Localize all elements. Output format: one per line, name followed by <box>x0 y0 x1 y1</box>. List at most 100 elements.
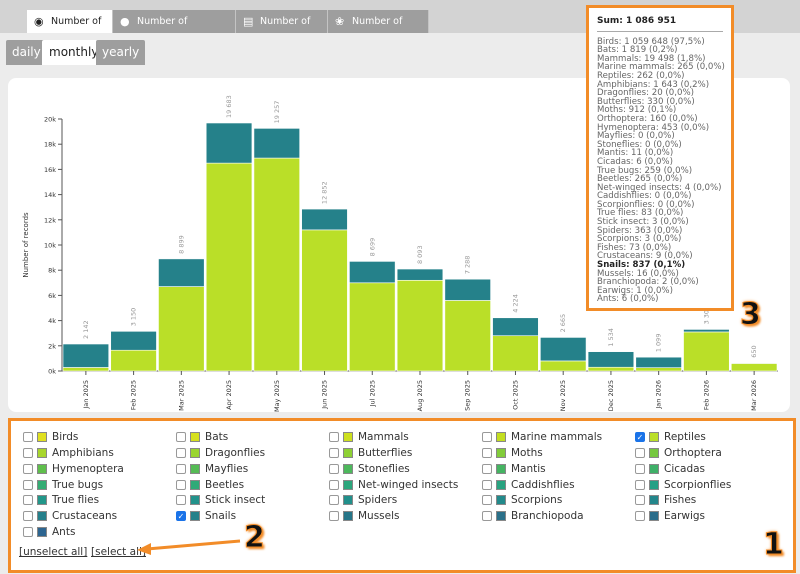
bar-snails <box>540 337 587 362</box>
bar-snails <box>205 122 253 164</box>
bar-reptiles <box>683 331 730 372</box>
legend-swatch <box>37 464 47 474</box>
tab-number-of-species[interactable]: ❀Number of species <box>328 10 429 50</box>
legend-label: Cicadas <box>664 463 706 475</box>
tooltip-item: Cicadas: 6 (0,0%) <box>597 156 673 167</box>
legend-swatch <box>649 480 659 490</box>
legend-checkbox[interactable] <box>329 511 339 521</box>
legend-swatch <box>496 432 506 442</box>
legend-checkbox[interactable] <box>482 464 492 474</box>
legend-checkbox[interactable] <box>23 448 33 458</box>
legend-label: Amphibians <box>52 447 114 459</box>
bar-snails <box>253 128 300 159</box>
legend-checkbox[interactable]: ✓ <box>635 432 645 442</box>
x-tick-label: Oct 2025 <box>511 380 519 410</box>
legend-checkbox[interactable] <box>482 448 492 458</box>
legend-checkbox[interactable] <box>482 480 492 490</box>
legend-checkbox[interactable] <box>176 448 186 458</box>
legend-label: Bats <box>205 431 229 443</box>
legend-checkbox[interactable] <box>329 495 339 505</box>
y-tick-label: 20k <box>44 116 56 124</box>
bar-reptiles <box>492 335 539 372</box>
legend-checkbox[interactable] <box>329 432 339 442</box>
annotation-1: 1 <box>763 527 785 562</box>
legend-label: Stoneflies <box>358 463 410 475</box>
bar-reptiles <box>205 162 253 372</box>
legend-checkbox[interactable] <box>635 448 645 458</box>
legend-label: Reptiles <box>664 431 706 443</box>
legend-checkbox[interactable]: ✓ <box>176 511 186 521</box>
tooltip-item: Net-winged insects: 4 (0,0%) <box>597 182 722 193</box>
legend-checkbox[interactable] <box>176 464 186 474</box>
legend-checkbox[interactable] <box>176 432 186 442</box>
legend-swatch <box>649 464 659 474</box>
legend-checkbox[interactable] <box>482 432 492 442</box>
legend-label: Mantis <box>511 463 546 475</box>
legend-checkbox[interactable] <box>23 511 33 521</box>
tab-number-of-records[interactable]: ◉Number of records <box>27 10 113 50</box>
bar-total-label: 19 683 <box>225 95 233 118</box>
tab-number-of-contributors[interactable]: ●Number of contributors <box>113 10 236 50</box>
legend-checkbox[interactable] <box>635 495 645 505</box>
legend-checkbox[interactable] <box>482 495 492 505</box>
legend-checkbox[interactable] <box>23 495 33 505</box>
legend-label: Moths <box>511 447 543 459</box>
legend-checkbox[interactable] <box>329 464 339 474</box>
legend-label: Caddishflies <box>511 479 575 491</box>
legend-checkbox[interactable] <box>23 527 33 537</box>
period-yearly[interactable]: yearly <box>96 40 146 65</box>
legend-checkbox[interactable] <box>329 480 339 490</box>
y-tick-label: 6k <box>48 292 56 300</box>
legend-swatch <box>190 511 200 521</box>
user-icon: ● <box>120 15 130 28</box>
select-all-link[interactable]: [select all] <box>91 546 146 558</box>
bar-total-label: 2 665 <box>559 314 567 333</box>
tooltip-sum: Sum: 1 086 951 <box>597 16 723 32</box>
legend-checkbox[interactable] <box>635 480 645 490</box>
bar-reptiles <box>301 229 348 372</box>
legend-checkbox[interactable] <box>23 432 33 442</box>
period-monthly[interactable]: monthly <box>42 40 106 65</box>
x-tick-label: Nov 2025 <box>559 380 567 411</box>
x-tick-label: May 2025 <box>273 380 281 412</box>
bar-total-label: 8 093 <box>416 245 424 264</box>
legend-swatch <box>343 511 353 521</box>
legend-label: Branchiopoda <box>511 510 584 522</box>
tooltip-item: Orthoptera: 160 (0,0%) <box>597 113 698 124</box>
legend-checkbox[interactable] <box>176 495 186 505</box>
bar-snails <box>301 208 348 231</box>
legend-checkbox[interactable] <box>23 464 33 474</box>
legend-label: Earwigs <box>664 510 706 522</box>
bar-total-label: 1 099 <box>655 334 663 353</box>
legend-checkbox[interactable] <box>635 464 645 474</box>
legend-checkbox[interactable] <box>635 511 645 521</box>
legend-checkbox[interactable] <box>23 480 33 490</box>
bar-total-label: 4 224 <box>511 294 519 313</box>
x-tick-label: Jun 2025 <box>321 380 329 410</box>
legend-swatch <box>190 495 200 505</box>
x-tick-label: Feb 2025 <box>130 380 138 410</box>
tooltip-item: Earwigs: 1 (0,0%) <box>597 285 673 296</box>
legend-swatch <box>343 464 353 474</box>
bar-reptiles <box>110 349 157 372</box>
legend-checkbox[interactable] <box>329 448 339 458</box>
tooltip-item: Fishes: 73 (0,0%) <box>597 242 672 253</box>
legend-label: Spiders <box>358 494 398 506</box>
tooltip-item: Spiders: 363 (0,0%) <box>597 225 683 236</box>
tooltip-item: Mussels: 16 (0,0%) <box>597 268 679 279</box>
legend-swatch <box>190 480 200 490</box>
records-bar-chart: 0k 2k 4k 6k 8k 10k 12k 14k 16k 18k 20k Number of re… <box>22 95 778 412</box>
legend-swatch <box>37 480 47 490</box>
legend-checkbox[interactable] <box>482 511 492 521</box>
tab-number-of-lists[interactable]: ▤Number of lists <box>236 10 328 50</box>
chart-panel: 0k 2k 4k 6k 8k 10k 12k 14k 16k 18k 20k Number of re… <box>8 78 790 412</box>
period-daily[interactable]: daily <box>6 40 47 65</box>
unselect-all-link[interactable]: [unselect all] <box>19 546 88 558</box>
bar-reptiles <box>349 282 396 372</box>
y-axis-label: Number of records <box>22 212 30 278</box>
annotation-arrow <box>137 539 241 555</box>
tooltip-item: Bats: 1 819 (0,2%) <box>597 45 678 56</box>
annotation-2: 2 <box>244 520 266 555</box>
legend-checkbox[interactable] <box>176 480 186 490</box>
bar-snails <box>110 331 157 351</box>
